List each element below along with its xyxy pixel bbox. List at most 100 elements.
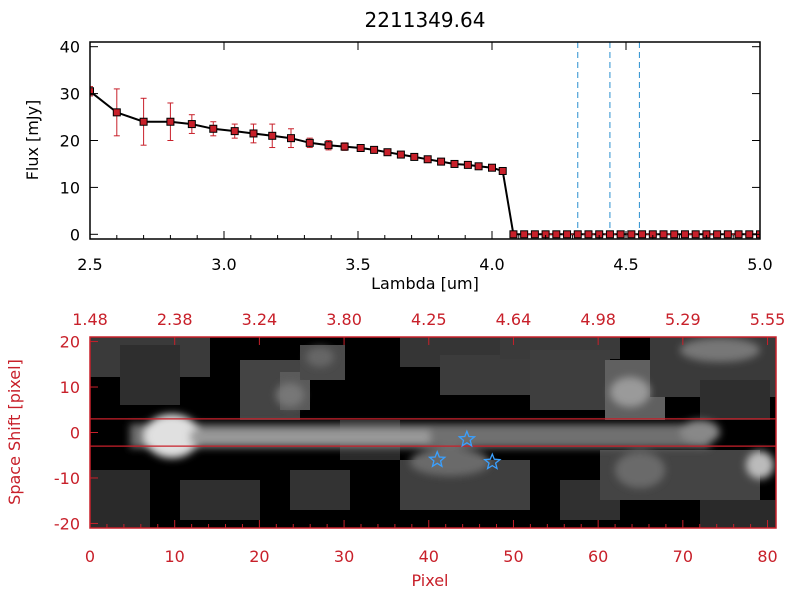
data-point-30 (563, 230, 572, 239)
data-point-23 (488, 163, 496, 172)
data-point-7 (249, 129, 258, 138)
wavelength-axis-ticks: 1.48 2.38 3.24 3.80 4.25 4.64 4.98 5.29 5.55 (72, 310, 785, 345)
star-marker-2 (483, 452, 502, 470)
line-position-stars (427, 429, 502, 470)
spectrum-plot-frame (89, 41, 761, 240)
x-tick-label-2: 3.5 (345, 255, 370, 274)
x-axis-label: Lambda [um] (371, 274, 479, 293)
flux-series (90, 86, 760, 239)
data-point-45 (723, 230, 732, 239)
data-point-41 (680, 230, 689, 239)
data-point-12 (340, 142, 349, 151)
data-point-32 (584, 230, 593, 239)
data-point-39 (659, 230, 668, 239)
data-point-36 (627, 230, 636, 239)
space-shift-tick-label-4: -20 (54, 514, 80, 533)
data-point-37 (638, 230, 647, 239)
pixel-tick-label-4: 40 (419, 547, 439, 566)
extraction-aperture-lines (90, 418, 776, 447)
y-axis-ticks: 0 10 20 30 40 (60, 38, 760, 244)
data-point-4 (187, 120, 196, 129)
space-shift-tick-label-3: -10 (54, 469, 80, 488)
pixel-tick-label-7: 70 (673, 547, 693, 566)
x-tick-label-0: 2.5 (77, 255, 102, 274)
pixel-axis-label: Pixel (411, 571, 448, 590)
bright-sources (130, 338, 774, 488)
data-point-46 (734, 230, 743, 239)
data-point-1 (112, 108, 121, 117)
x-tick-label-3: 4.0 (479, 255, 504, 274)
wavelength-tick-label-1: 2.38 (157, 310, 193, 329)
data-point-8 (268, 131, 277, 140)
data-point-9 (287, 134, 295, 143)
data-point-5 (209, 124, 218, 133)
absorption-line-markers (577, 42, 640, 239)
data-point-10 (305, 138, 314, 147)
data-point-2 (139, 117, 148, 126)
chart-title: 2211349.64 (365, 8, 486, 32)
data-point-22 (474, 162, 483, 171)
y-tick-label-3: 30 (60, 85, 80, 104)
y-tick-label-1: 10 (60, 178, 80, 197)
data-point-25 (509, 230, 518, 239)
x-tick-label-4: 4.5 (613, 255, 638, 274)
pixel-tick-label-2: 20 (249, 547, 269, 566)
wavelength-tick-label-6: 4.98 (580, 310, 616, 329)
wavelength-tick-label-7: 5.29 (665, 310, 701, 329)
y-tick-label-2: 20 (60, 132, 80, 151)
pixel-tick-label-5: 50 (503, 547, 523, 566)
spectrum-panel: 2211349.64 2.5 3.0 3.5 4.0 4.5 5.0 010203040 … (23, 8, 773, 293)
data-point-18 (423, 155, 432, 164)
wavelength-tick-label-5: 4.64 (496, 310, 532, 329)
data-point-24 (498, 166, 507, 175)
data-point-11 (324, 141, 333, 150)
pixel-tick-label-8: 80 (757, 547, 777, 566)
pixel-axis-ticks: 0 10 20 30 40 50 60 70 80 (85, 520, 778, 566)
wavelength-tick-label-8: 5.55 (750, 310, 786, 329)
data-point-17 (410, 152, 419, 161)
y-tick-label-4: 40 (60, 38, 80, 57)
data-point-3 (166, 117, 175, 126)
space-shift-tick-label-1: 10 (60, 378, 80, 397)
data-point-6 (230, 127, 239, 136)
x-tick-label-5: 5.0 (747, 255, 772, 274)
x-tick-label-1: 3.0 (211, 255, 236, 274)
space-shift-tick-label-0: 20 (60, 333, 80, 352)
data-point-35 (616, 230, 625, 239)
data-point-31 (573, 230, 582, 239)
data-point-47 (745, 230, 754, 239)
space-shift-tick-label-2: 0 (70, 424, 80, 443)
space-shift-axis-label: Space Shift [pixel] (5, 359, 24, 505)
wavelength-tick-label-0: 1.48 (72, 310, 108, 329)
pixel-tick-label-3: 30 (334, 547, 354, 566)
data-point-13 (356, 144, 365, 153)
data-point-21 (463, 160, 472, 169)
wavelength-tick-label-4: 4.25 (411, 310, 447, 329)
star-marker-0 (457, 429, 477, 448)
data-point-14 (370, 145, 379, 154)
y-axis-label: Flux [mJy] (23, 100, 42, 181)
data-point-0 (90, 87, 94, 96)
data-point-42 (691, 230, 700, 239)
pixel-tick-label-1: 10 (165, 547, 185, 566)
data-point-40 (670, 230, 679, 239)
data-point-16 (396, 150, 405, 159)
wavelength-tick-label-3: 3.80 (326, 310, 362, 329)
wavelength-tick-label-2: 3.24 (242, 310, 278, 329)
star-marker-1 (427, 450, 447, 468)
x-axis-ticks: 2.5 3.0 3.5 4.0 4.5 5.0 (77, 42, 773, 274)
pixel-tick-label-0: 0 (85, 547, 95, 566)
spectrum-image-panel: 0 10 20 30 40 50 60 70 80 1.48 2.38 3.24 3.80 4.25 4.… (5, 310, 785, 590)
y-tick-label-0: 0 (70, 225, 80, 244)
data-point-44 (713, 230, 722, 239)
data-point-19 (437, 157, 446, 166)
data-point-20 (450, 159, 459, 168)
spectrum-image (90, 337, 776, 528)
data-point-34 (605, 230, 614, 239)
pixel-tick-label-6: 60 (588, 547, 608, 566)
data-point-26 (520, 230, 529, 239)
data-point-29 (552, 230, 561, 239)
space-shift-axis-ticks: 20 10 0 -10 -20 (54, 333, 98, 533)
data-point-15 (383, 148, 392, 157)
